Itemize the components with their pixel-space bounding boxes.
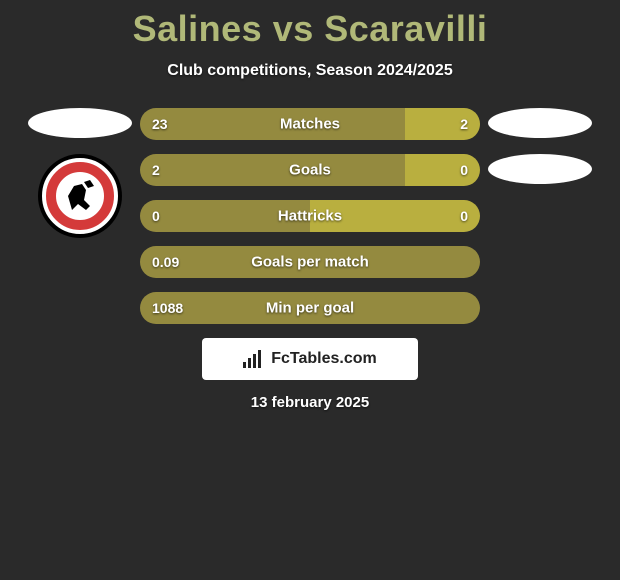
stat-right-value: 0 <box>460 208 468 224</box>
right-player-column <box>480 108 600 184</box>
bar-right-fill <box>405 154 480 186</box>
stat-left-value: 2 <box>152 162 160 178</box>
stat-left-value: 0 <box>152 208 160 224</box>
stat-label: Min per goal <box>266 300 354 317</box>
stat-label: Goals <box>289 162 331 179</box>
stat-right-value: 0 <box>460 162 468 178</box>
page-title: Salines vs Scaravilli <box>0 0 620 50</box>
player-right-ellipse-2 <box>488 154 592 184</box>
attribution-badge: FcTables.com <box>202 338 418 380</box>
bar-left-fill <box>140 108 405 140</box>
player-left-club-logo <box>38 154 122 238</box>
comparison-container: 23 2 Matches 2 0 Goals 0 0 Hattricks 0.09 Goals pe… <box>0 108 620 324</box>
left-player-column <box>20 108 140 238</box>
stat-row: 23 2 Matches <box>140 108 480 140</box>
stat-row: 2 0 Goals <box>140 154 480 186</box>
stat-row: 1088 Min per goal <box>140 292 480 324</box>
subtitle: Club competitions, Season 2024/2025 <box>0 62 620 80</box>
bars-icon <box>243 350 265 368</box>
stat-bars: 23 2 Matches 2 0 Goals 0 0 Hattricks 0.09 Goals pe… <box>140 108 480 324</box>
stat-left-value: 1088 <box>152 300 183 316</box>
stat-right-value: 2 <box>460 116 468 132</box>
stat-left-value: 23 <box>152 116 168 132</box>
bar-right-fill <box>405 108 480 140</box>
stat-row: 0 0 Hattricks <box>140 200 480 232</box>
attribution-text: FcTables.com <box>271 350 377 368</box>
stat-label: Matches <box>280 116 340 133</box>
stat-label: Hattricks <box>278 208 342 225</box>
stat-row: 0.09 Goals per match <box>140 246 480 278</box>
date-text: 13 february 2025 <box>0 394 620 411</box>
player-left-ellipse <box>28 108 132 138</box>
stat-label: Goals per match <box>251 254 369 271</box>
logo-silhouette-icon <box>60 176 100 216</box>
stat-left-value: 0.09 <box>152 254 179 270</box>
bar-left-fill <box>140 154 405 186</box>
player-right-ellipse-1 <box>488 108 592 138</box>
